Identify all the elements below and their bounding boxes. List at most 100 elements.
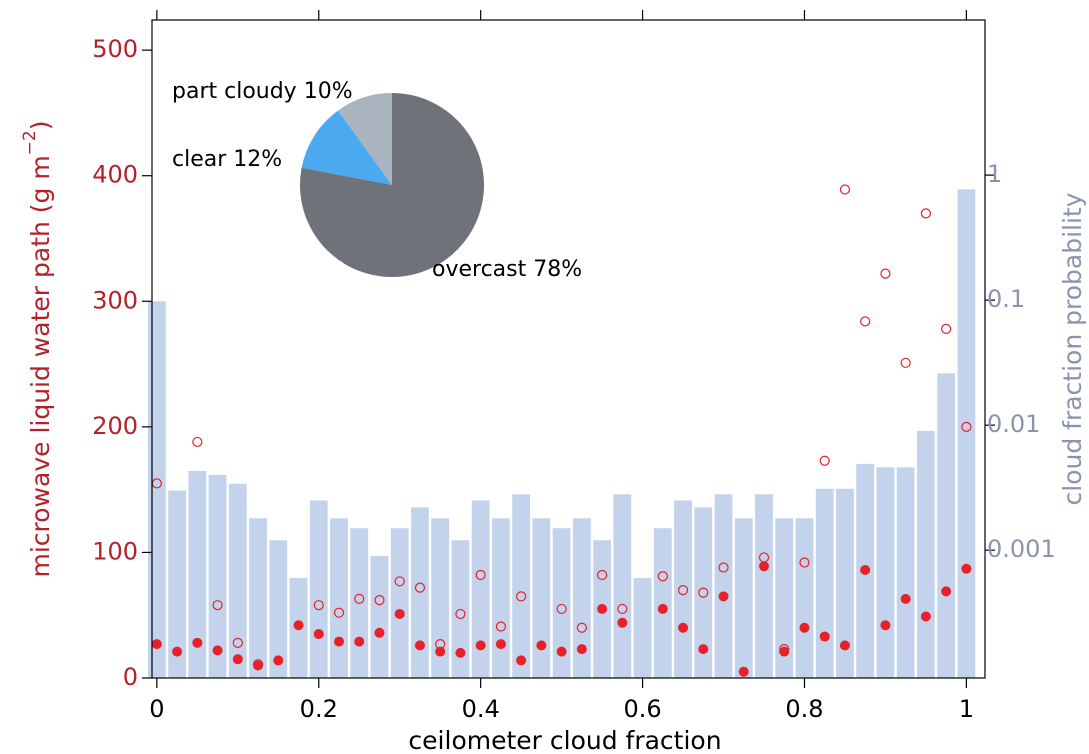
y-tick-label: 0 [123, 663, 138, 691]
bar [249, 518, 267, 678]
y-axis-label-exponent: −2 [20, 130, 40, 155]
bar [957, 189, 975, 678]
pie-label-value: 10% [304, 79, 353, 104]
bar [229, 484, 247, 678]
filled-marker [698, 644, 708, 654]
open-marker [881, 269, 890, 278]
filled-marker [294, 620, 304, 630]
bar [492, 518, 510, 678]
x-axis-label: ceilometer cloud fraction [408, 726, 721, 754]
filled-marker [557, 647, 567, 657]
open-marker [942, 324, 951, 333]
filled-marker [253, 660, 263, 670]
bar [877, 467, 895, 678]
filled-marker [213, 645, 223, 655]
filled-marker [617, 618, 627, 628]
y-tick-label: 300 [92, 286, 138, 314]
filled-marker [880, 620, 890, 630]
x-tick-label: 0 [149, 695, 164, 723]
filled-marker [455, 648, 465, 658]
filled-marker [820, 632, 830, 642]
bar [310, 500, 328, 678]
filled-marker [719, 591, 729, 601]
open-marker [861, 317, 870, 326]
bar [391, 528, 409, 678]
filled-marker [799, 623, 809, 633]
pie-label-name: part cloudy [172, 79, 297, 104]
page: {"chart_data": [ {"type": "combo", "xlab… [0, 0, 1089, 754]
y-axis-label-close: ) [26, 120, 55, 130]
bar [674, 500, 692, 678]
filled-marker [476, 640, 486, 650]
open-marker [840, 185, 849, 194]
filled-marker [759, 561, 769, 571]
filled-marker [961, 564, 971, 574]
y2-axis-label: cloud fraction probability [1058, 192, 1087, 505]
filled-marker [658, 604, 668, 614]
bar [796, 518, 814, 678]
bar [715, 494, 733, 678]
bar [148, 301, 166, 678]
filled-marker [192, 638, 202, 648]
bar [937, 373, 955, 678]
chart: ceilometer cloud fraction microwave liqu… [0, 0, 1089, 754]
y2-tick-label: 1 [987, 160, 1002, 188]
y-axis-label: microwave liquid water path (g m−2) [20, 120, 55, 577]
filled-marker [921, 611, 931, 621]
y2-tick-label: 0.001 [987, 535, 1056, 563]
bar [512, 494, 530, 678]
pie-label: clear 12% [172, 147, 282, 172]
pie-label-name: clear [172, 147, 227, 172]
y-tick-label: 400 [92, 161, 138, 189]
filled-marker [273, 655, 283, 665]
filled-marker [901, 594, 911, 604]
bar [472, 500, 490, 678]
filled-marker [395, 609, 405, 619]
pie-label-value: 12% [233, 147, 282, 172]
bar [371, 556, 389, 678]
bar [532, 518, 550, 678]
filled-marker [516, 655, 526, 665]
x-tick-label: 0.2 [300, 695, 338, 723]
filled-marker [435, 647, 445, 657]
filled-marker [354, 637, 364, 647]
open-marker [820, 456, 829, 465]
bar [634, 578, 652, 678]
pie-label: part cloudy 10% [172, 79, 353, 104]
y2-tick-label: 0.1 [987, 285, 1025, 313]
y-tick-label: 500 [92, 35, 138, 63]
pie-label-name: overcast [432, 257, 527, 282]
filled-marker [172, 647, 182, 657]
filled-marker [496, 639, 506, 649]
y-tick-label: 100 [92, 537, 138, 565]
open-marker [901, 358, 910, 367]
y-axis-label-text: microwave liquid water path (g m [26, 155, 55, 577]
filled-marker [597, 604, 607, 614]
filled-marker [739, 667, 749, 677]
x-tick-label: 0.6 [623, 695, 661, 723]
bar [330, 518, 348, 678]
pie-label-value: 78% [533, 257, 582, 282]
x-tick-label: 0.4 [462, 695, 500, 723]
x-tick-label: 0.8 [785, 695, 823, 723]
bar [897, 467, 915, 678]
open-marker [193, 437, 202, 446]
filled-marker [941, 586, 951, 596]
filled-marker [334, 637, 344, 647]
open-marker [921, 209, 930, 218]
pie-label: overcast 78% [432, 257, 582, 282]
bar [816, 489, 834, 678]
filled-marker [415, 640, 425, 650]
y-tick-label: 200 [92, 412, 138, 440]
filled-marker [314, 629, 324, 639]
bar [654, 528, 672, 678]
y2-tick-label: 0.01 [987, 410, 1040, 438]
filled-marker [374, 628, 384, 638]
filled-marker [577, 644, 587, 654]
filled-marker [779, 647, 789, 657]
bar [613, 494, 631, 678]
filled-marker [678, 623, 688, 633]
bar [735, 518, 753, 678]
x-tick-label: 1 [959, 695, 974, 723]
filled-marker [536, 640, 546, 650]
